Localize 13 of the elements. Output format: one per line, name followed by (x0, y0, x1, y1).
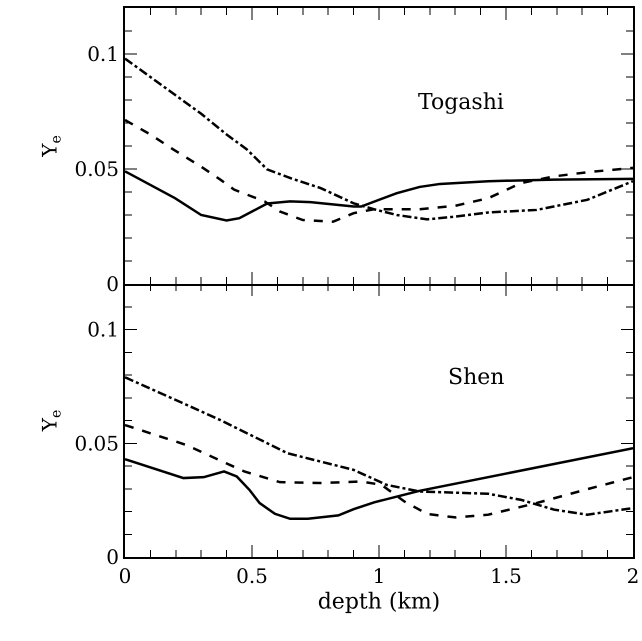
x-tick-label: 0.5 (236, 564, 268, 588)
x-tick-label: 1 (372, 564, 386, 588)
annotation: Togashi (418, 90, 504, 115)
y-tick-label: 0.05 (74, 157, 119, 181)
x-axis-title: depth (km) (318, 589, 440, 614)
y-tick-label: 0.05 (74, 431, 119, 456)
y-tick-label: 0 (106, 272, 119, 296)
y-tick-label: 0.1 (87, 318, 119, 342)
annotation: Shen (448, 365, 504, 390)
x-tick-label: 2 (626, 564, 640, 588)
y-tick-label: 0 (106, 545, 119, 569)
x-tick-label: 1.5 (490, 564, 522, 588)
y-tick-label: 0.1 (87, 42, 119, 66)
